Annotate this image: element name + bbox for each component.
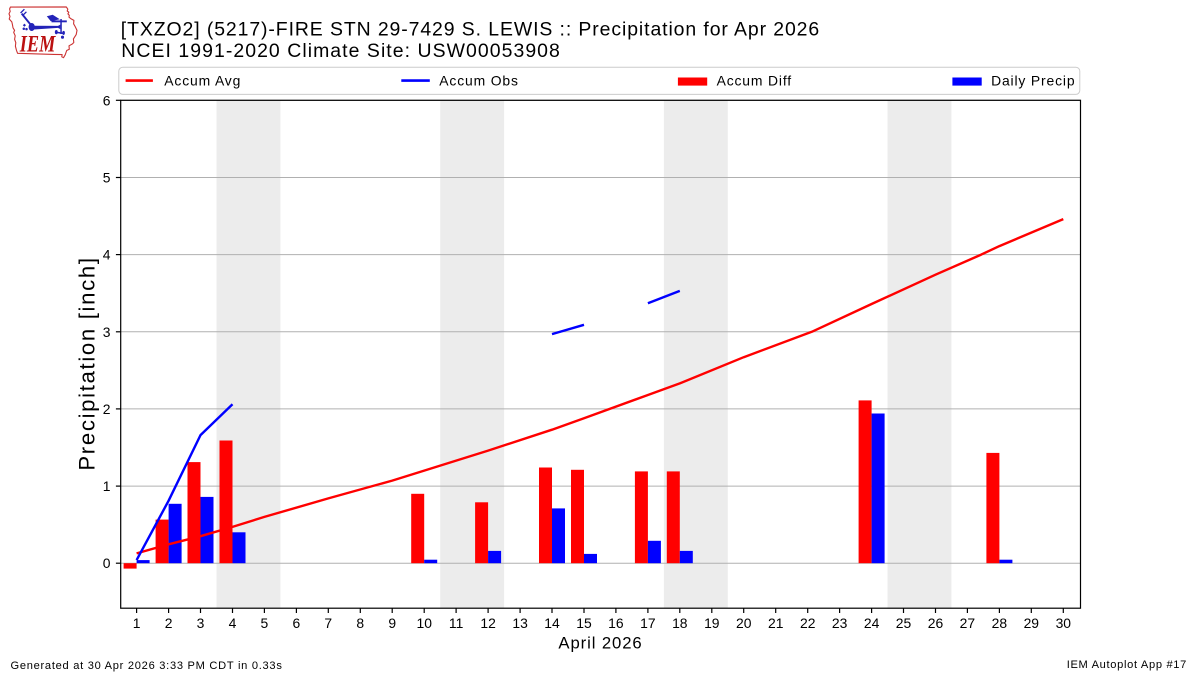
svg-text:14: 14	[544, 615, 560, 631]
svg-text:19: 19	[704, 615, 720, 631]
svg-text:Accum Diff: Accum Diff	[717, 72, 792, 88]
svg-text:28: 28	[992, 615, 1008, 631]
svg-text:13: 13	[512, 615, 528, 631]
svg-text:Generated at 30 Apr 2026 3:33: Generated at 30 Apr 2026 3:33 PM CDT in …	[11, 660, 283, 672]
svg-text:10: 10	[416, 615, 432, 631]
svg-text:20: 20	[736, 615, 752, 631]
svg-text:Daily Precip: Daily Precip	[991, 72, 1075, 88]
svg-text:2: 2	[165, 615, 173, 631]
svg-text:30: 30	[1056, 615, 1072, 631]
svg-text:6: 6	[293, 615, 301, 631]
svg-text:29: 29	[1024, 615, 1040, 631]
svg-text:26: 26	[928, 615, 944, 631]
svg-text:15: 15	[576, 615, 592, 631]
svg-text:5: 5	[103, 170, 111, 186]
svg-text:24: 24	[864, 615, 880, 631]
svg-text:9: 9	[388, 615, 396, 631]
svg-text:Accum Avg: Accum Avg	[164, 72, 241, 88]
svg-text:21: 21	[768, 615, 784, 631]
svg-text:4: 4	[229, 615, 237, 631]
svg-text:27: 27	[960, 615, 976, 631]
svg-text:Accum Obs: Accum Obs	[439, 72, 518, 88]
svg-text:1: 1	[103, 478, 111, 494]
svg-text:3: 3	[103, 324, 111, 340]
svg-text:April 2026: April 2026	[558, 634, 642, 653]
svg-text:11: 11	[449, 615, 464, 631]
svg-text:16: 16	[608, 615, 624, 631]
svg-text:17: 17	[640, 615, 656, 631]
svg-text:22: 22	[800, 615, 816, 631]
svg-text:23: 23	[832, 615, 848, 631]
svg-text:1: 1	[133, 615, 141, 631]
svg-text:6: 6	[103, 92, 111, 108]
svg-text:18: 18	[672, 615, 688, 631]
svg-text:0: 0	[103, 555, 111, 571]
svg-text:[TXZO2] (5217)-FIRE STN 29-742: [TXZO2] (5217)-FIRE STN 29-7429 S. LEWIS…	[121, 18, 820, 40]
svg-text:5: 5	[261, 615, 269, 631]
svg-text:IEM Autoplot App #17: IEM Autoplot App #17	[1067, 659, 1187, 671]
svg-text:12: 12	[480, 615, 496, 631]
svg-text:25: 25	[896, 615, 912, 631]
svg-text:8: 8	[356, 615, 364, 631]
svg-text:NCEI 1991-2020 Climate Site: U: NCEI 1991-2020 Climate Site: USW00053908	[121, 40, 561, 62]
svg-text:3: 3	[197, 615, 205, 631]
svg-text:IEM: IEM	[19, 32, 56, 57]
svg-text:4: 4	[103, 247, 111, 263]
svg-text:2: 2	[103, 401, 111, 417]
svg-text:7: 7	[324, 615, 332, 631]
svg-text:Precipitation [inch]: Precipitation [inch]	[75, 256, 100, 470]
